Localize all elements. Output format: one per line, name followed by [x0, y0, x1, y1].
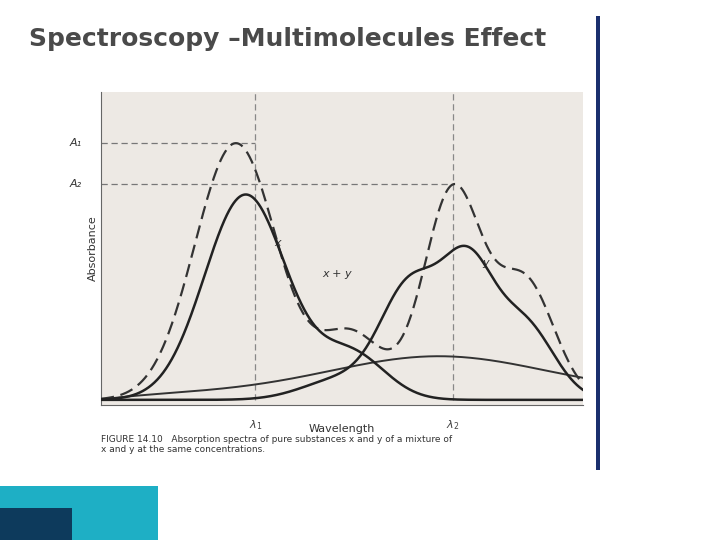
Y-axis label: Absorbance: Absorbance: [88, 215, 98, 281]
X-axis label: Wavelength: Wavelength: [309, 424, 375, 435]
Text: A₁: A₁: [69, 138, 81, 148]
Text: y: y: [482, 258, 489, 268]
Text: Spectroscopy –Multimolecules Effect: Spectroscopy –Multimolecules Effect: [29, 27, 546, 51]
Text: x + y: x + y: [323, 268, 352, 279]
Text: A₂: A₂: [69, 179, 81, 189]
Text: $\lambda_2$: $\lambda_2$: [446, 418, 459, 431]
Text: x: x: [274, 238, 281, 248]
Text: FIGURE 14.10   Absorption spectra of pure substances x and y of a mixture of
x a: FIGURE 14.10 Absorption spectra of pure …: [101, 435, 452, 454]
Text: $\lambda_1$: $\lambda_1$: [248, 418, 262, 431]
